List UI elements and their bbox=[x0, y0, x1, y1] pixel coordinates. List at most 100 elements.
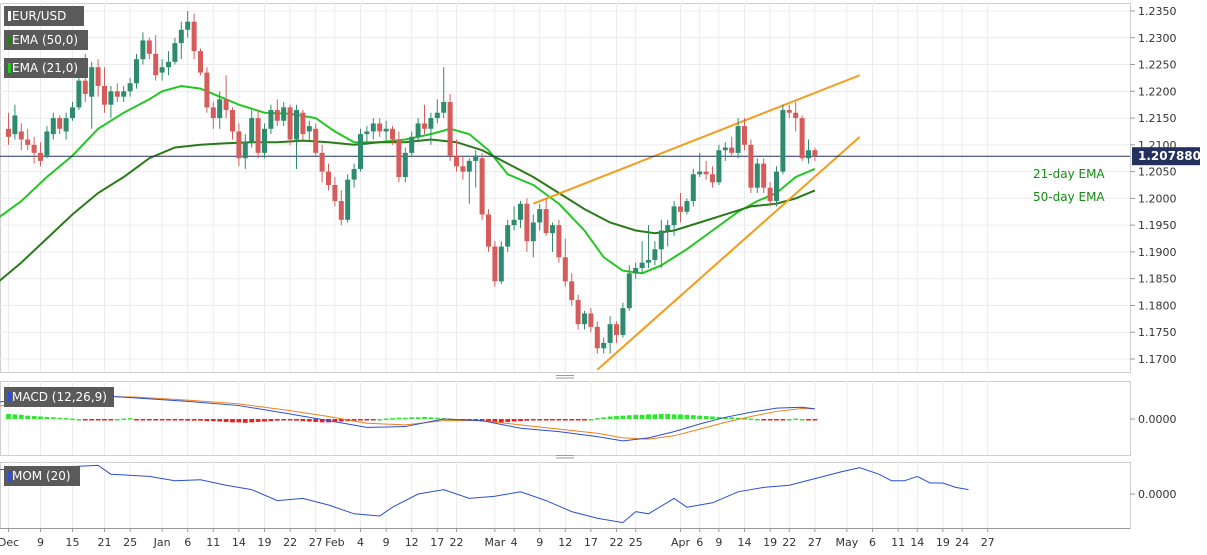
candle-up bbox=[217, 99, 223, 119]
date-tick-label: Dec bbox=[0, 536, 19, 549]
candle-up bbox=[370, 123, 376, 132]
macd-histogram-bar bbox=[82, 419, 88, 421]
candle-up bbox=[281, 107, 287, 121]
candle-down bbox=[153, 53, 159, 76]
macd-histogram-bar bbox=[562, 419, 568, 421]
macd-histogram-bar bbox=[428, 417, 434, 419]
macd-histogram-bar bbox=[287, 419, 293, 421]
ema50-tag-box bbox=[4, 30, 88, 50]
candle-up bbox=[684, 201, 690, 212]
macd-histogram-bar bbox=[703, 416, 709, 419]
price-tick-label: 1.1800 bbox=[1138, 299, 1177, 312]
macd-histogram-bar bbox=[50, 417, 56, 419]
macd-histogram-bar bbox=[569, 419, 575, 421]
candle-up bbox=[620, 308, 626, 335]
macd-histogram-bar bbox=[18, 414, 24, 419]
candle-down bbox=[390, 128, 395, 140]
date-tick-label: 9 bbox=[715, 536, 722, 549]
date-tick-label: 11 bbox=[891, 536, 905, 549]
date-tick-label: 21 bbox=[98, 536, 112, 549]
macd-histogram-bar bbox=[684, 414, 690, 419]
date-tick-label: 14 bbox=[910, 536, 924, 549]
candle-up bbox=[159, 67, 165, 73]
macd-histogram-bar bbox=[594, 418, 600, 420]
candle-down bbox=[710, 174, 715, 183]
momentum-panel bbox=[0, 464, 969, 524]
candle-down bbox=[575, 300, 581, 325]
macd-histogram-bar bbox=[76, 419, 82, 421]
candle-up bbox=[498, 246, 504, 282]
candle-up bbox=[242, 142, 248, 159]
macd-histogram-bar bbox=[652, 414, 658, 419]
candle-down bbox=[799, 118, 805, 159]
candle-down bbox=[236, 131, 242, 159]
macd-histogram-bar bbox=[575, 419, 581, 421]
candle-up bbox=[473, 155, 479, 161]
macd-histogram-bar bbox=[518, 419, 523, 422]
candle-up bbox=[127, 83, 133, 92]
date-tick-label: 27 bbox=[309, 536, 323, 549]
macd-histogram-bar bbox=[658, 413, 664, 419]
macd-histogram-bar bbox=[236, 419, 242, 423]
candle-down bbox=[319, 152, 325, 172]
candle-down bbox=[447, 102, 453, 156]
date-tick-label: May bbox=[836, 536, 859, 549]
date-tick-label: 15 bbox=[66, 536, 80, 549]
date-tick-label: 17 bbox=[584, 536, 598, 549]
macd-histogram-bar bbox=[338, 419, 344, 422]
price-tick-label: 1.1750 bbox=[1138, 326, 1177, 339]
macd-histogram-bar bbox=[159, 419, 165, 421]
candle-up bbox=[652, 249, 658, 260]
macd-panel bbox=[0, 394, 818, 442]
candle-up bbox=[646, 259, 651, 263]
macd-tick-label: 0.0000 bbox=[1138, 413, 1177, 426]
trendline bbox=[596, 136, 861, 371]
candle-down bbox=[729, 147, 735, 153]
ema21-tag-box bbox=[4, 58, 88, 78]
macd-histogram-bar bbox=[306, 419, 312, 422]
candle-down bbox=[594, 326, 600, 349]
macd-histogram-bar bbox=[799, 419, 805, 421]
symbol-label-box bbox=[4, 6, 84, 26]
date-tick-label: 4 bbox=[511, 536, 518, 549]
candle-down bbox=[95, 67, 101, 86]
date-tick-label: 19 bbox=[258, 536, 272, 549]
macd-marker bbox=[8, 392, 11, 402]
macd-histogram-bar bbox=[370, 419, 376, 421]
candle-down bbox=[793, 112, 799, 119]
ema50-annotation: 50-day EMA bbox=[1033, 190, 1105, 204]
candle-up bbox=[249, 118, 255, 143]
candle-up bbox=[44, 131, 50, 156]
candle-down bbox=[492, 246, 498, 282]
macd-histogram-bar bbox=[300, 419, 306, 422]
macd-histogram-bar bbox=[268, 419, 274, 422]
candle-down bbox=[569, 281, 575, 301]
candle-up bbox=[434, 112, 440, 119]
candle-up bbox=[722, 147, 728, 151]
momentum-line bbox=[0, 464, 969, 524]
candle-up bbox=[358, 134, 363, 169]
candle-down bbox=[703, 171, 709, 175]
candle-up bbox=[364, 131, 370, 135]
trendline bbox=[532, 74, 861, 205]
candle-up bbox=[121, 91, 127, 97]
macd-histogram-bar bbox=[754, 419, 760, 421]
macd-histogram-bar bbox=[716, 416, 722, 419]
overlay-labels: EUR/USD EMA (50,0) EMA (21,0) MACD (12,26,9… bbox=[4, 6, 1201, 486]
candle-down bbox=[524, 203, 530, 242]
macd-histogram-bar bbox=[774, 419, 779, 421]
macd-histogram-bar bbox=[710, 416, 715, 419]
candle-up bbox=[89, 67, 95, 97]
macd-histogram-bar bbox=[639, 414, 645, 419]
date-tick-label: Jan bbox=[153, 536, 171, 549]
candle-down bbox=[102, 85, 107, 105]
date-tick-label: 22 bbox=[610, 536, 624, 549]
macd-histogram-bar bbox=[44, 416, 50, 419]
candle-down bbox=[748, 144, 754, 188]
macd-histogram-bar bbox=[614, 416, 619, 419]
macd-histogram-bar bbox=[114, 419, 120, 421]
candle-up bbox=[415, 123, 421, 137]
candle-down bbox=[300, 112, 306, 135]
date-tick-label: 27 bbox=[981, 536, 995, 549]
